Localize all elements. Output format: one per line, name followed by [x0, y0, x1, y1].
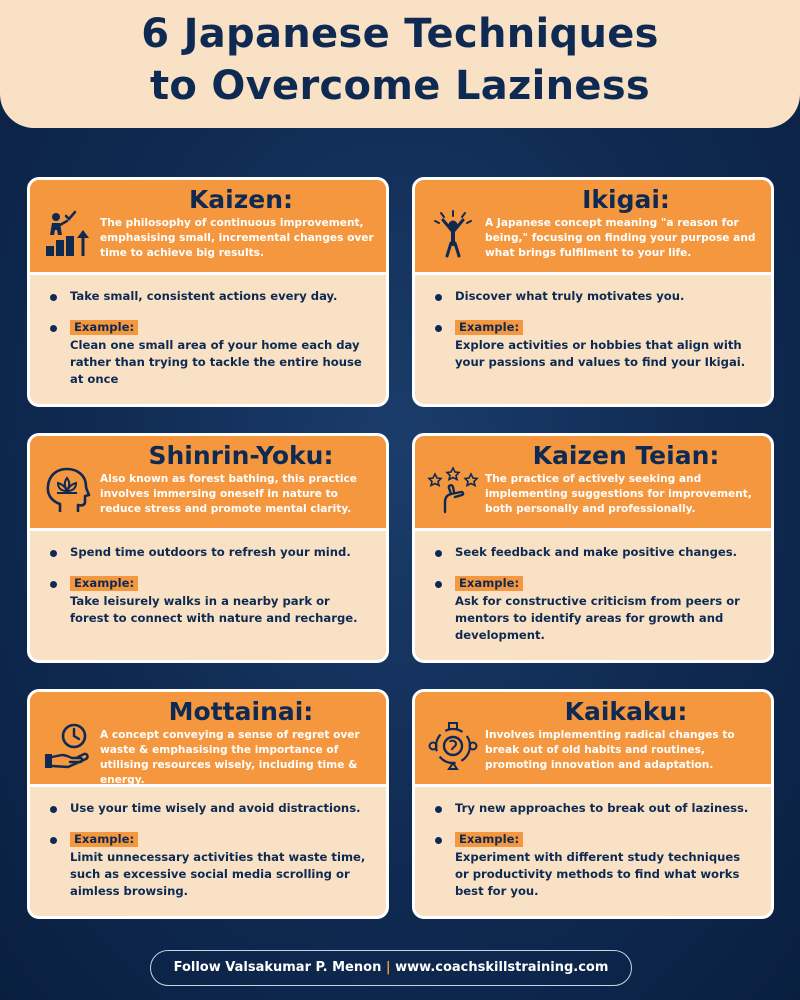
page-title: 6 Japanese Techniques to Overcome Lazine…	[0, 8, 800, 112]
example-text: Experiment with different study techniqu…	[455, 850, 741, 898]
card-body: Discover what truly motivates you. Examp…	[415, 275, 771, 371]
card-shinrin-yoku: Shinrin-Yoku: Also known as forest bathi…	[27, 433, 389, 663]
card-body: Try new approaches to break out of lazin…	[415, 787, 771, 900]
card-description: A concept conveying a sense of regret ov…	[100, 729, 360, 786]
card-title: Kaizen:	[188, 185, 294, 214]
tip-bullet: Try new approaches to break out of lazin…	[433, 800, 757, 817]
card-kaizen: Kaizen: The philosophy of continuous imp…	[27, 177, 389, 407]
example-bullet: Example: Explore activities or hobbies t…	[433, 319, 757, 371]
title-line-1: 6 Japanese Techniques	[141, 11, 659, 57]
head-lotus-icon	[46, 467, 91, 512]
footer-separator: |	[385, 960, 391, 975]
example-label: Example:	[70, 832, 139, 847]
card-mottainai: Mottainai: A concept conveying a sense o…	[27, 689, 389, 919]
card-header: Shinrin-Yoku: Also known as forest bathi…	[30, 436, 386, 531]
tip-bullet: Take small, consistent actions every day…	[48, 288, 372, 305]
example-bullet: Example: Limit unnecessary activities th…	[48, 831, 372, 900]
card-description: Involves implementing radical changes to…	[485, 729, 735, 771]
card-body: Use your time wisely and avoid distracti…	[30, 787, 386, 900]
card-title: Shinrin-Yoku:	[148, 441, 334, 470]
example-text: Take leisurely walks in a nearby park or…	[70, 594, 358, 625]
card-title: Kaikaku:	[564, 697, 688, 726]
growth-steps-icon	[46, 210, 89, 256]
celebrating-person-icon	[434, 210, 472, 258]
footer-credit: Follow Valsakumar P. Menon | www.coachsk…	[150, 950, 632, 986]
card-kaizen-teian: Kaizen Teian: The practice of actively s…	[412, 433, 774, 663]
example-text: Ask for constructive criticism from peer…	[455, 594, 740, 642]
card-title: Kaizen Teian:	[532, 441, 720, 470]
card-description: A Japanese concept meaning "a reason for…	[485, 217, 756, 259]
card-title: Mottainai:	[168, 697, 314, 726]
example-label: Example:	[455, 576, 524, 591]
tip-bullet: Spend time outdoors to refresh your mind…	[48, 544, 372, 561]
card-header: Mottainai: A concept conveying a sense o…	[30, 692, 386, 787]
example-label: Example:	[70, 576, 139, 591]
example-label: Example:	[455, 832, 524, 847]
card-body: Spend time outdoors to refresh your mind…	[30, 531, 386, 627]
card-header: Kaizen: The philosophy of continuous imp…	[30, 180, 386, 275]
website-link[interactable]: www.coachskillstraining.com	[395, 960, 609, 975]
tip-bullet: Use your time wisely and avoid distracti…	[48, 800, 372, 817]
card-title: Ikigai:	[582, 185, 670, 214]
tip-bullet: Discover what truly motivates you.	[433, 288, 757, 305]
title-line-2: to Overcome Laziness	[149, 63, 651, 109]
example-text: Limit unnecessary activities that waste …	[70, 850, 366, 898]
card-body: Seek feedback and make positive changes.…	[415, 531, 771, 644]
example-bullet: Example: Take leisurely walks in a nearb…	[48, 575, 372, 627]
card-description: The philosophy of continuous improvement…	[100, 217, 374, 259]
card-kaikaku: Kaikaku: Involves implementing radical c…	[412, 689, 774, 919]
title-banner: 6 Japanese Techniques to Overcome Lazine…	[0, 0, 800, 128]
card-header: Kaizen Teian: The practice of actively s…	[415, 436, 771, 531]
example-bullet: Example: Clean one small area of your ho…	[48, 319, 372, 388]
card-description: Also known as forest bathing, this pract…	[100, 473, 357, 515]
hand-stars-icon	[427, 466, 479, 514]
example-label: Example:	[70, 320, 139, 335]
clock-hand-icon	[45, 723, 89, 769]
card-header: Kaikaku: Involves implementing radical c…	[415, 692, 771, 787]
follow-text: Follow Valsakumar P. Menon	[173, 960, 382, 975]
head-cycle-icon	[428, 722, 478, 770]
card-description: The practice of actively seeking and imp…	[485, 473, 752, 515]
example-text: Explore activities or hobbies that align…	[455, 338, 746, 369]
card-header: Ikigai: A Japanese concept meaning "a re…	[415, 180, 771, 275]
example-bullet: Example: Ask for constructive criticism …	[433, 575, 757, 644]
card-body: Take small, consistent actions every day…	[30, 275, 386, 388]
example-bullet: Example: Experiment with different study…	[433, 831, 757, 900]
tip-bullet: Seek feedback and make positive changes.	[433, 544, 757, 561]
card-ikigai: Ikigai: A Japanese concept meaning "a re…	[412, 177, 774, 407]
example-label: Example:	[455, 320, 524, 335]
example-text: Clean one small area of your home each d…	[70, 338, 362, 386]
